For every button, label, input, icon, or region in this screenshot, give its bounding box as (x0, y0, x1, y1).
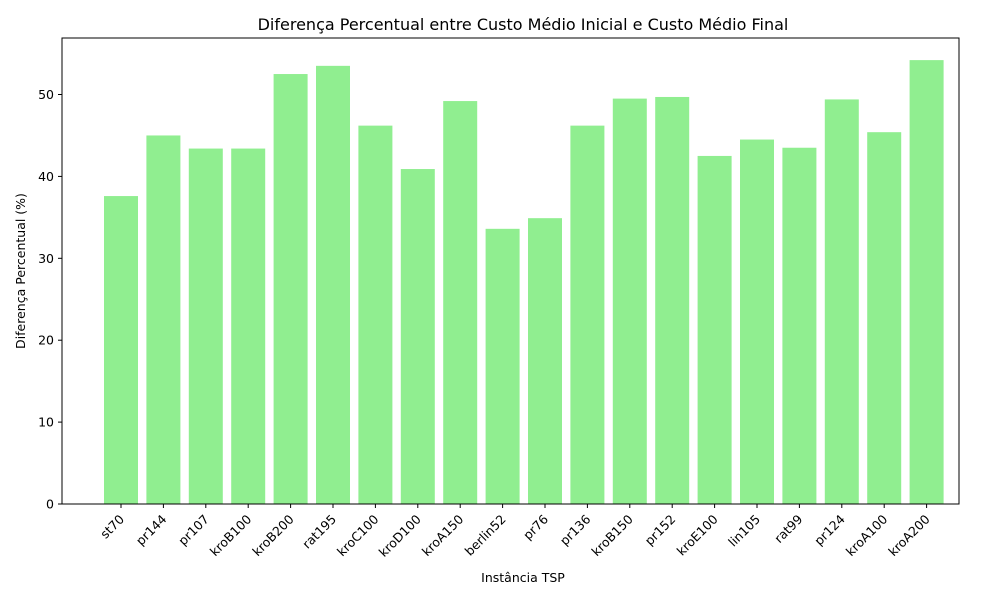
x-tick-label: pr144 (133, 511, 170, 548)
y-tick-label: 30 (38, 251, 54, 266)
bar-rat99 (782, 147, 817, 504)
bar-krob150 (612, 98, 647, 505)
x-tick-label: lin105 (725, 512, 763, 550)
bar-kroa150 (443, 101, 478, 504)
bar-krod100 (400, 169, 435, 504)
x-tick-label: kroA150 (419, 511, 467, 559)
bar-kroe100 (697, 155, 732, 504)
x-tick-label: st70 (97, 511, 127, 541)
x-tick-label: kroE100 (674, 511, 721, 558)
x-tick-label: kroA200 (885, 511, 933, 559)
bar-kroa200 (909, 60, 944, 504)
x-tick-label: berlin52 (462, 512, 509, 559)
bar-lin105 (740, 139, 774, 505)
bars-group (104, 60, 944, 505)
x-tick-label: pr107 (175, 512, 212, 549)
x-tick-label: kroB150 (588, 511, 636, 559)
x-tick-label: kroC100 (334, 511, 382, 559)
bar-rat195 (316, 65, 350, 505)
bar-krob200 (273, 74, 308, 504)
y-tick-label: 40 (38, 169, 54, 184)
x-tick-label: pr136 (557, 511, 594, 548)
y-tick-label: 0 (46, 497, 54, 512)
bar-st70 (104, 196, 138, 504)
x-tick-label: rat99 (771, 511, 805, 545)
x-tick-label: rat195 (299, 512, 339, 552)
x-axis-label: Instância TSP (481, 570, 565, 585)
bar-pr76 (528, 218, 562, 504)
y-tick-label: 20 (38, 333, 54, 348)
chart-title: Diferença Percentual entre Custo Médio I… (258, 15, 789, 34)
y-axis-ticks: 0 10 20 30 40 50 (38, 87, 62, 512)
bar-pr144 (146, 135, 181, 505)
x-tick-label: kroB100 (207, 511, 255, 559)
bar-pr124 (824, 99, 859, 504)
x-tick-label: kroA100 (843, 511, 891, 559)
x-tick-label: pr124 (811, 511, 848, 548)
x-tick-label: kroB200 (249, 511, 297, 559)
x-tick-label: pr152 (642, 512, 679, 549)
bar-kroc100 (358, 125, 393, 505)
y-axis-label: Diferença Percentual (%) (13, 193, 28, 349)
bar-pr107 (188, 148, 223, 505)
x-tick-label: pr76 (520, 511, 551, 542)
bar-krob100 (231, 148, 266, 505)
plot-frame (61, 37, 960, 505)
y-tick-label: 10 (38, 415, 54, 430)
y-tick-label: 50 (38, 87, 54, 102)
bar-kroa100 (867, 132, 902, 504)
x-tick-label: kroD100 (376, 511, 424, 559)
bar-berlin52 (485, 228, 520, 504)
bar-pr152 (655, 96, 690, 504)
bar-pr136 (570, 125, 605, 505)
